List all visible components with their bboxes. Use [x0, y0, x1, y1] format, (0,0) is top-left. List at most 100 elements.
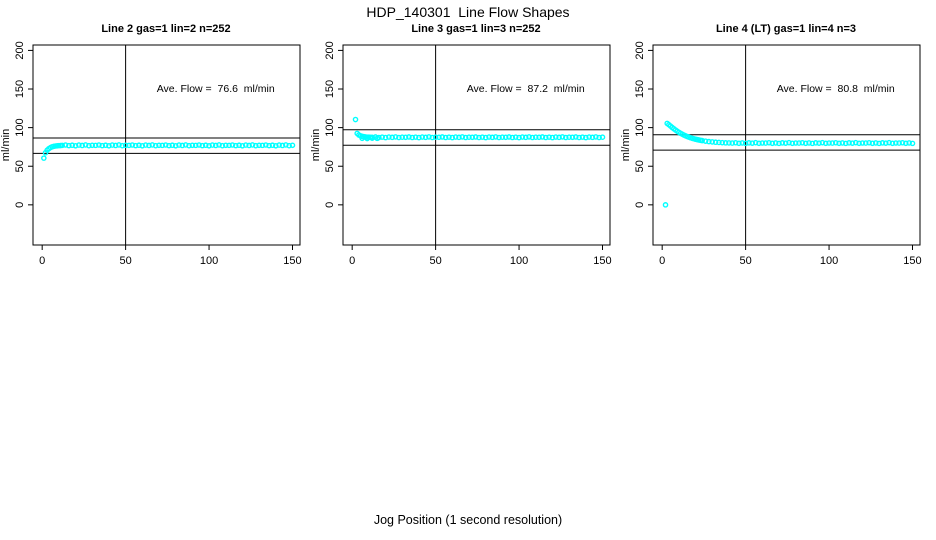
data-point [206, 142, 212, 149]
data-point [842, 140, 849, 147]
data-point [283, 142, 289, 148]
data-point [432, 134, 439, 141]
x-tick-label: 100 [200, 255, 218, 267]
data-point [886, 139, 892, 146]
data-point [109, 142, 116, 148]
data-point [89, 142, 96, 149]
data-point [369, 134, 376, 141]
data-point [446, 134, 452, 140]
data-point [276, 142, 282, 148]
average-flow-annotation: Ave. Flow = 76.6 ml/min [157, 83, 275, 95]
data-point [596, 134, 602, 141]
y-tick-label: 100 [324, 118, 336, 136]
plot-area: 0 50 100 150 0 50 100 150 200 ml/min Ave. Flow = 8… [310, 41, 612, 267]
panel-title: Line 2 gas=1 lin=2 n=252 [101, 23, 230, 35]
data-point [199, 142, 206, 149]
x-tick-label: 100 [510, 255, 528, 267]
data-point [589, 134, 596, 141]
data-point [852, 139, 859, 146]
data-point [179, 142, 186, 149]
data-point [152, 142, 159, 149]
data-point [559, 134, 566, 140]
data-point [542, 134, 549, 141]
data-point [846, 140, 852, 146]
data-point [476, 134, 482, 141]
x-tick-label: 0 [659, 255, 665, 267]
data-point [882, 140, 889, 146]
data-point [416, 134, 422, 141]
data-point [439, 134, 446, 140]
plot-box [32, 44, 301, 246]
y-axis-label: ml/min [310, 129, 322, 161]
data-point [172, 142, 179, 149]
data-point [486, 134, 492, 140]
data-point [799, 139, 806, 146]
y-axis-label: ml/min [620, 129, 632, 161]
data-point [442, 134, 449, 141]
data-point [389, 134, 396, 141]
data-point [359, 135, 365, 142]
y-tick-label: 100 [14, 118, 26, 136]
data-point [759, 140, 766, 146]
data-point [872, 140, 879, 146]
data-point [706, 138, 712, 145]
data-point [386, 134, 392, 140]
data-point [256, 142, 262, 149]
data-point [766, 139, 772, 146]
data-point [82, 142, 89, 148]
data-point [896, 140, 902, 146]
data-point [192, 142, 199, 149]
data-point [532, 134, 539, 141]
data-point [119, 142, 126, 149]
data-point [789, 140, 796, 147]
data-point [249, 142, 256, 148]
data-point [802, 140, 809, 147]
data-point [586, 134, 592, 140]
data-point [159, 142, 166, 149]
data-point [782, 140, 789, 146]
y-tick-label: 200 [14, 41, 26, 59]
data-point [572, 134, 579, 140]
data-point [449, 134, 456, 141]
data-point [876, 140, 882, 147]
data-point [569, 134, 576, 141]
data-point [556, 134, 562, 141]
data-point [66, 142, 72, 149]
data-point [779, 140, 786, 146]
data-point [236, 142, 242, 149]
data-point [406, 134, 412, 140]
data-point [219, 142, 226, 149]
data-point [736, 140, 742, 147]
data-point [122, 142, 129, 149]
data-point [456, 134, 462, 141]
data-point [506, 134, 512, 140]
data-point [512, 134, 519, 140]
data-point [502, 134, 509, 141]
data-point [202, 142, 209, 149]
data-point [412, 134, 419, 140]
data-point [776, 140, 782, 147]
data-point [822, 140, 829, 147]
data-point [352, 116, 359, 123]
data-point [472, 134, 479, 140]
data-point [906, 140, 912, 146]
data-point [392, 134, 399, 140]
data-point [816, 140, 822, 146]
data-point [769, 140, 776, 147]
plot-box [652, 44, 921, 246]
data-point [879, 140, 886, 146]
data-point [189, 142, 196, 149]
data-point [196, 142, 202, 148]
data-point [856, 140, 862, 147]
data-point [102, 142, 109, 149]
data-point [599, 134, 606, 141]
data-point [364, 135, 370, 142]
data-point [832, 139, 839, 146]
data-point [106, 142, 112, 149]
data-point [739, 140, 746, 146]
data-point [232, 142, 239, 149]
data-point [552, 134, 559, 140]
data-point [529, 134, 536, 141]
data-point [466, 134, 472, 141]
data-point [162, 142, 169, 148]
